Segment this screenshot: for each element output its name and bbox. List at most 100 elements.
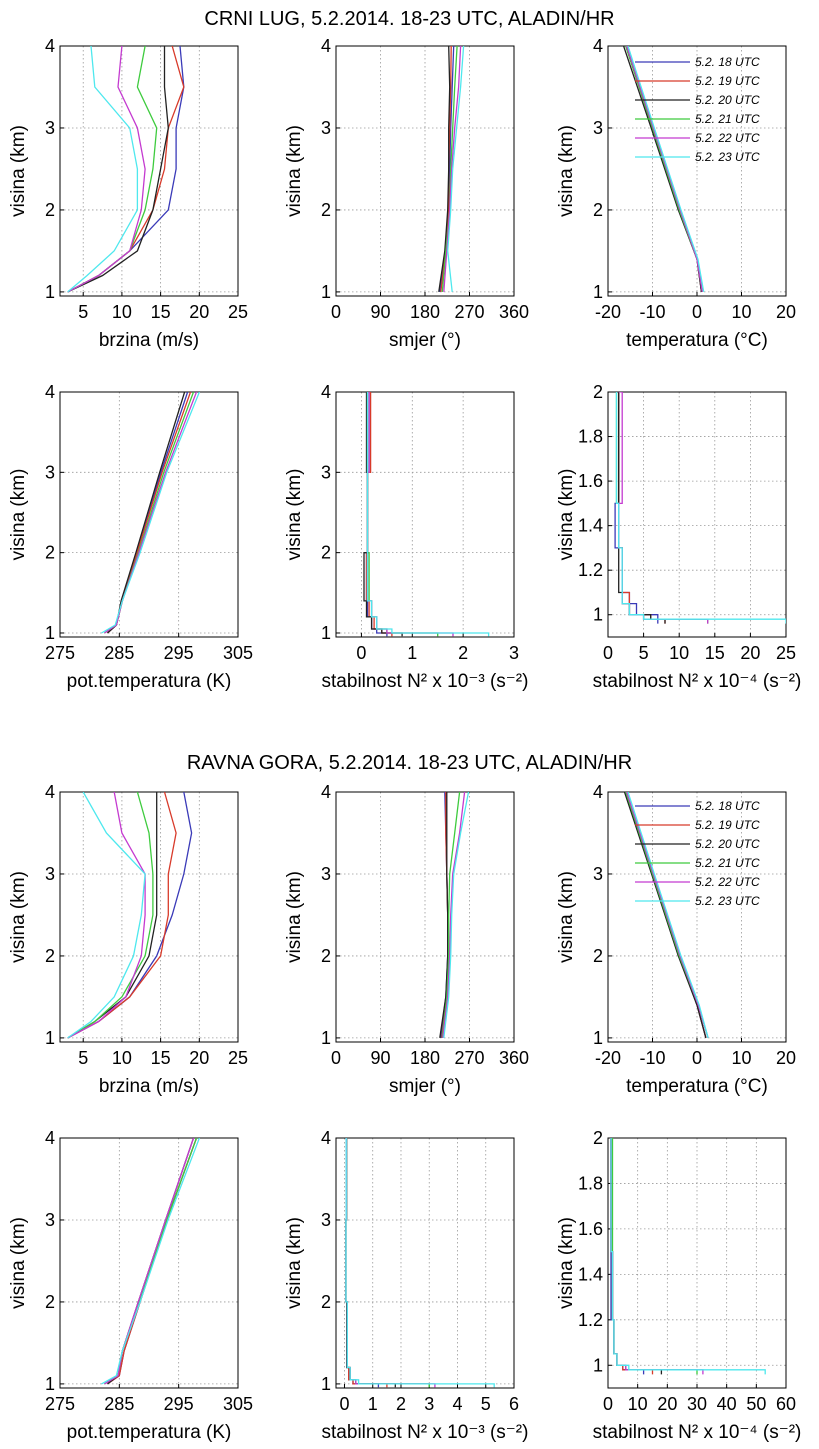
x-tick-label: 0 — [603, 643, 613, 663]
series-line-s22 — [366, 392, 454, 637]
x-tick-label: 270 — [454, 302, 484, 322]
plot-frame — [335, 391, 515, 638]
y-axis-label: visina (km) — [8, 469, 29, 561]
series-group — [622, 46, 705, 293]
series-line-s22 — [443, 46, 462, 292]
legend-label: 5.2. 22 UTC — [695, 875, 760, 889]
x-tick-label: 0 — [331, 1048, 341, 1068]
legend: 5.2. 18 UTC 5.2. 19 UTC 5.2. 20 UTC 5.2. 21… — [635, 799, 760, 908]
y-tick-label: 2 — [321, 200, 331, 220]
legend-label: 5.2. 22 UTC — [695, 131, 760, 145]
x-tick-label: 10 — [731, 1048, 751, 1068]
x-tick-label: 20 — [776, 1048, 796, 1068]
x-axis-label: stabilnost N² x 10⁻³ (s⁻²) — [322, 1422, 529, 1443]
x-tick-label: 25 — [228, 1048, 248, 1068]
series-line-s20 — [623, 792, 707, 1039]
x-tick-label: 360 — [499, 1048, 529, 1068]
x-tick-label: 295 — [164, 643, 194, 663]
y-tick-label: 1 — [593, 1028, 603, 1048]
x-tick-label: 20 — [189, 302, 209, 322]
figure-title-ravna-gora: RAVNA GORA, 5.2.2014. 18-23 UTC, ALADIN/… — [186, 752, 633, 774]
x-tick-label: 2 — [458, 643, 468, 663]
y-axis-label: visina (km) — [284, 871, 305, 963]
y-tick-label: 2 — [593, 1128, 603, 1148]
plot-frame — [59, 45, 239, 297]
x-tick-label: 270 — [454, 1048, 484, 1068]
x-axis-label: stabilnost N² x 10⁻⁴ (s⁻²) — [593, 671, 802, 692]
y-tick-label: 4 — [593, 782, 603, 802]
y-tick-label: 2 — [321, 1292, 331, 1312]
chart-panel-0: 5 10 15 20 25 1 2 3 4 brzina (m/s) visina (km) — [8, 36, 248, 351]
series-line-s21 — [366, 392, 439, 637]
series-group — [67, 46, 185, 293]
y-tick-label: 4 — [321, 36, 331, 56]
plot-frame — [335, 1137, 515, 1389]
legend-label: 5.2. 19 UTC — [695, 818, 760, 832]
y-tick-label: 2 — [45, 200, 55, 220]
x-tick-label: 0 — [692, 1048, 702, 1068]
series-line-s21 — [345, 1138, 430, 1388]
series-line-s18 — [345, 1138, 380, 1388]
series-line-s21 — [625, 46, 703, 293]
series-line-s22 — [626, 46, 703, 293]
x-tick-label: 5 — [78, 302, 88, 322]
x-tick-label: 20 — [740, 643, 760, 663]
x-tick-label: 285 — [104, 643, 134, 663]
y-tick-label: 4 — [45, 382, 55, 402]
legend-label: 5.2. 19 UTC — [695, 74, 760, 88]
series-line-s22 — [67, 792, 146, 1039]
x-tick-label: 5 — [78, 1048, 88, 1068]
series-group — [101, 392, 201, 634]
series-line-s18 — [614, 392, 659, 624]
y-tick-label: 1 — [321, 1374, 331, 1394]
series-line-s20 — [439, 792, 449, 1038]
plot-frame — [59, 791, 239, 1043]
series-line-s21 — [441, 792, 461, 1038]
chart-panel-11: 0 10 20 30 40 50 60 1 1.2 1.4 1.6 1.8 2 stabilnost N²… — [556, 1128, 801, 1443]
series-line-s21 — [611, 1138, 698, 1375]
series-line-s23 — [627, 46, 705, 293]
series-line-s20 — [610, 1138, 663, 1375]
series-line-s20 — [438, 46, 451, 292]
y-tick-label: 4 — [321, 382, 331, 402]
x-tick-label: 2 — [396, 1394, 406, 1414]
x-axis-label: brzina (m/s) — [99, 330, 199, 351]
series-group — [345, 1138, 495, 1388]
x-tick-label: 0 — [692, 302, 702, 322]
y-axis-label: visina (km) — [284, 1217, 305, 1309]
x-tick-label: 10 — [669, 643, 689, 663]
x-tick-label: 10 — [112, 1048, 132, 1068]
y-tick-label: 1.2 — [578, 1310, 603, 1330]
x-tick-label: 1 — [407, 643, 417, 663]
x-tick-label: 180 — [410, 302, 440, 322]
series-line-s23 — [101, 392, 201, 634]
series-line-s20 — [622, 46, 703, 292]
x-tick-label: 360 — [499, 302, 529, 322]
y-tick-label: 2 — [45, 946, 55, 966]
series-line-s22 — [618, 392, 709, 624]
x-tick-label: 25 — [228, 302, 248, 322]
y-axis-label: visina (km) — [8, 1217, 29, 1309]
x-tick-label: 90 — [370, 1048, 390, 1068]
legend-label: 5.2. 23 UTC — [695, 894, 760, 908]
series-group — [438, 46, 465, 292]
x-tick-label: 275 — [45, 643, 75, 663]
series-line-s23 — [101, 1138, 201, 1385]
x-tick-label: 15 — [151, 302, 171, 322]
series-group — [363, 392, 490, 637]
y-tick-label: 2 — [321, 946, 331, 966]
y-tick-label: 2 — [45, 1292, 55, 1312]
y-tick-label: 2 — [321, 543, 331, 563]
legend-label: 5.2. 21 UTC — [695, 112, 760, 126]
x-tick-label: 3 — [424, 1394, 434, 1414]
plot-frame — [59, 391, 239, 638]
legend-label: 5.2. 23 UTC — [695, 150, 760, 164]
series-line-s21 — [67, 792, 154, 1039]
series-line-s23 — [615, 392, 786, 624]
series-group — [623, 792, 709, 1039]
series-line-s20 — [67, 792, 158, 1039]
y-tick-label: 2 — [45, 543, 55, 563]
y-axis-label: visina (km) — [556, 1217, 577, 1309]
